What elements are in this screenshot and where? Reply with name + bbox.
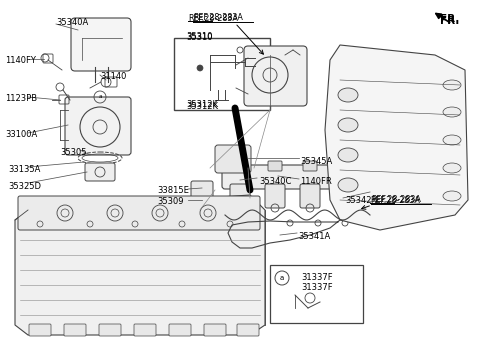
- FancyBboxPatch shape: [18, 196, 260, 230]
- FancyBboxPatch shape: [99, 324, 121, 336]
- FancyBboxPatch shape: [29, 324, 51, 336]
- Text: 33100A: 33100A: [5, 130, 37, 139]
- FancyBboxPatch shape: [191, 181, 213, 199]
- Text: 31337F: 31337F: [301, 273, 333, 283]
- Text: 35312K: 35312K: [186, 102, 218, 111]
- Ellipse shape: [443, 80, 461, 90]
- FancyBboxPatch shape: [222, 165, 373, 189]
- Circle shape: [202, 200, 206, 204]
- FancyBboxPatch shape: [265, 184, 285, 208]
- Text: 1140FR: 1140FR: [300, 177, 332, 186]
- Polygon shape: [325, 45, 468, 230]
- FancyBboxPatch shape: [237, 324, 259, 336]
- Text: 35340A: 35340A: [56, 18, 88, 27]
- FancyBboxPatch shape: [303, 161, 317, 171]
- FancyBboxPatch shape: [65, 97, 131, 155]
- Ellipse shape: [443, 135, 461, 145]
- Polygon shape: [15, 195, 265, 335]
- Bar: [174, 38, 270, 110]
- FancyBboxPatch shape: [233, 161, 247, 171]
- Text: 33135A: 33135A: [8, 165, 40, 174]
- Text: REF.28-283A: REF.28-283A: [193, 13, 243, 22]
- Text: FR.: FR.: [440, 14, 459, 24]
- Text: 35310: 35310: [186, 32, 213, 41]
- FancyBboxPatch shape: [230, 184, 250, 208]
- Ellipse shape: [338, 88, 358, 102]
- FancyBboxPatch shape: [244, 46, 307, 106]
- Text: 35342: 35342: [345, 196, 372, 205]
- Text: 35312K: 35312K: [186, 100, 218, 109]
- FancyBboxPatch shape: [300, 184, 320, 208]
- Text: 35340C: 35340C: [259, 177, 291, 186]
- Text: 35309: 35309: [157, 197, 183, 206]
- Text: 35305: 35305: [60, 148, 86, 157]
- Text: 1123PB: 1123PB: [5, 94, 37, 103]
- FancyBboxPatch shape: [366, 166, 382, 188]
- FancyBboxPatch shape: [215, 145, 251, 173]
- Ellipse shape: [338, 118, 358, 132]
- Text: a: a: [280, 275, 284, 281]
- Ellipse shape: [338, 178, 358, 192]
- Text: a: a: [98, 95, 102, 100]
- FancyBboxPatch shape: [85, 163, 115, 181]
- Text: REF.28-283A: REF.28-283A: [188, 14, 238, 23]
- FancyBboxPatch shape: [268, 161, 282, 171]
- Text: FR.: FR.: [440, 16, 459, 26]
- Text: 33815E: 33815E: [157, 186, 189, 195]
- Bar: [270, 265, 363, 323]
- FancyBboxPatch shape: [64, 324, 86, 336]
- Ellipse shape: [443, 107, 461, 117]
- Text: REF.28-283A: REF.28-283A: [371, 195, 421, 204]
- FancyBboxPatch shape: [169, 324, 191, 336]
- FancyBboxPatch shape: [204, 324, 226, 336]
- Text: 1140FY: 1140FY: [5, 56, 36, 65]
- FancyBboxPatch shape: [134, 324, 156, 336]
- Text: 35345A: 35345A: [300, 157, 332, 166]
- Text: 35325D: 35325D: [8, 182, 41, 191]
- FancyBboxPatch shape: [338, 161, 352, 171]
- Ellipse shape: [443, 191, 461, 201]
- Circle shape: [197, 65, 203, 71]
- Text: REF.28-283A: REF.28-283A: [370, 196, 420, 205]
- Text: 35310: 35310: [186, 33, 213, 42]
- Text: 31140: 31140: [100, 72, 126, 81]
- FancyBboxPatch shape: [71, 18, 131, 71]
- Ellipse shape: [443, 163, 461, 173]
- Ellipse shape: [338, 148, 358, 162]
- Text: 35341A: 35341A: [298, 232, 330, 241]
- Text: 31337F: 31337F: [301, 283, 333, 292]
- FancyBboxPatch shape: [335, 184, 355, 208]
